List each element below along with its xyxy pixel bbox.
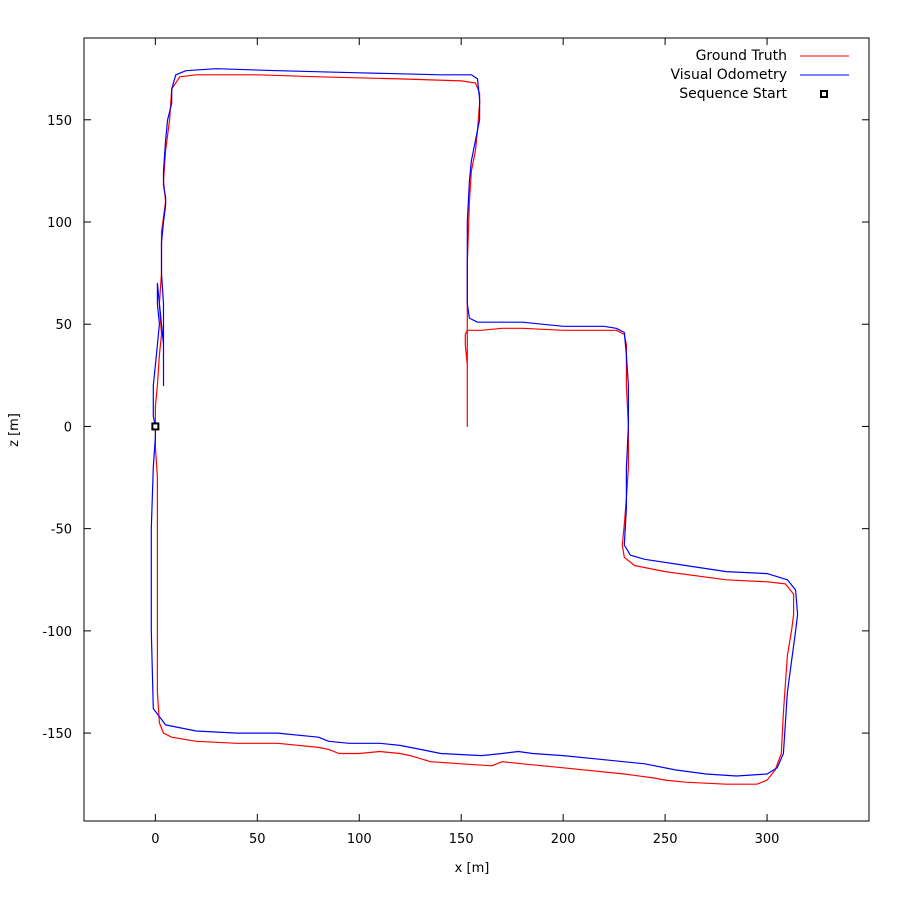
y-tick-label: -50 bbox=[51, 523, 72, 538]
x-tick-label: 100 bbox=[347, 832, 372, 847]
y-tick-label: 0 bbox=[64, 420, 72, 435]
y-axis-ticks: -150 -100 -50 0 50 100 150 bbox=[42, 114, 869, 742]
y-tick-label: -150 bbox=[42, 727, 72, 742]
start-layer bbox=[151, 422, 160, 431]
plot-frame bbox=[83, 37, 870, 822]
legend-label-ground-truth: Ground Truth bbox=[696, 48, 787, 64]
x-axis-ticks: 0 50 100 150 200 250 300 bbox=[151, 38, 779, 847]
legend: Ground Truth Visual Odometry Sequence St… bbox=[671, 48, 849, 102]
series-layer bbox=[150, 68, 799, 785]
x-axis-label: x [m] bbox=[455, 861, 490, 876]
legend-marker-sequence-start bbox=[820, 90, 828, 98]
y-tick-label: 50 bbox=[55, 318, 72, 333]
legend-label-visual-odometry: Visual Odometry bbox=[671, 67, 788, 83]
y-tick-label: -100 bbox=[42, 625, 72, 640]
ground-truth-line bbox=[154, 74, 795, 785]
legend-label-sequence-start: Sequence Start bbox=[679, 86, 787, 102]
x-tick-label: 200 bbox=[551, 832, 576, 847]
x-tick-label: 300 bbox=[755, 832, 780, 847]
y-tick-label: 100 bbox=[47, 216, 72, 231]
x-tick-label: 250 bbox=[653, 832, 678, 847]
x-tick-label: 50 bbox=[249, 832, 266, 847]
sequence-start-marker bbox=[151, 422, 160, 431]
y-tick-label: 150 bbox=[47, 114, 72, 129]
x-tick-label: 0 bbox=[151, 832, 159, 847]
visual-odometry-line bbox=[150, 68, 799, 777]
y-axis-label: z [m] bbox=[7, 413, 22, 447]
x-tick-label: 150 bbox=[449, 832, 474, 847]
